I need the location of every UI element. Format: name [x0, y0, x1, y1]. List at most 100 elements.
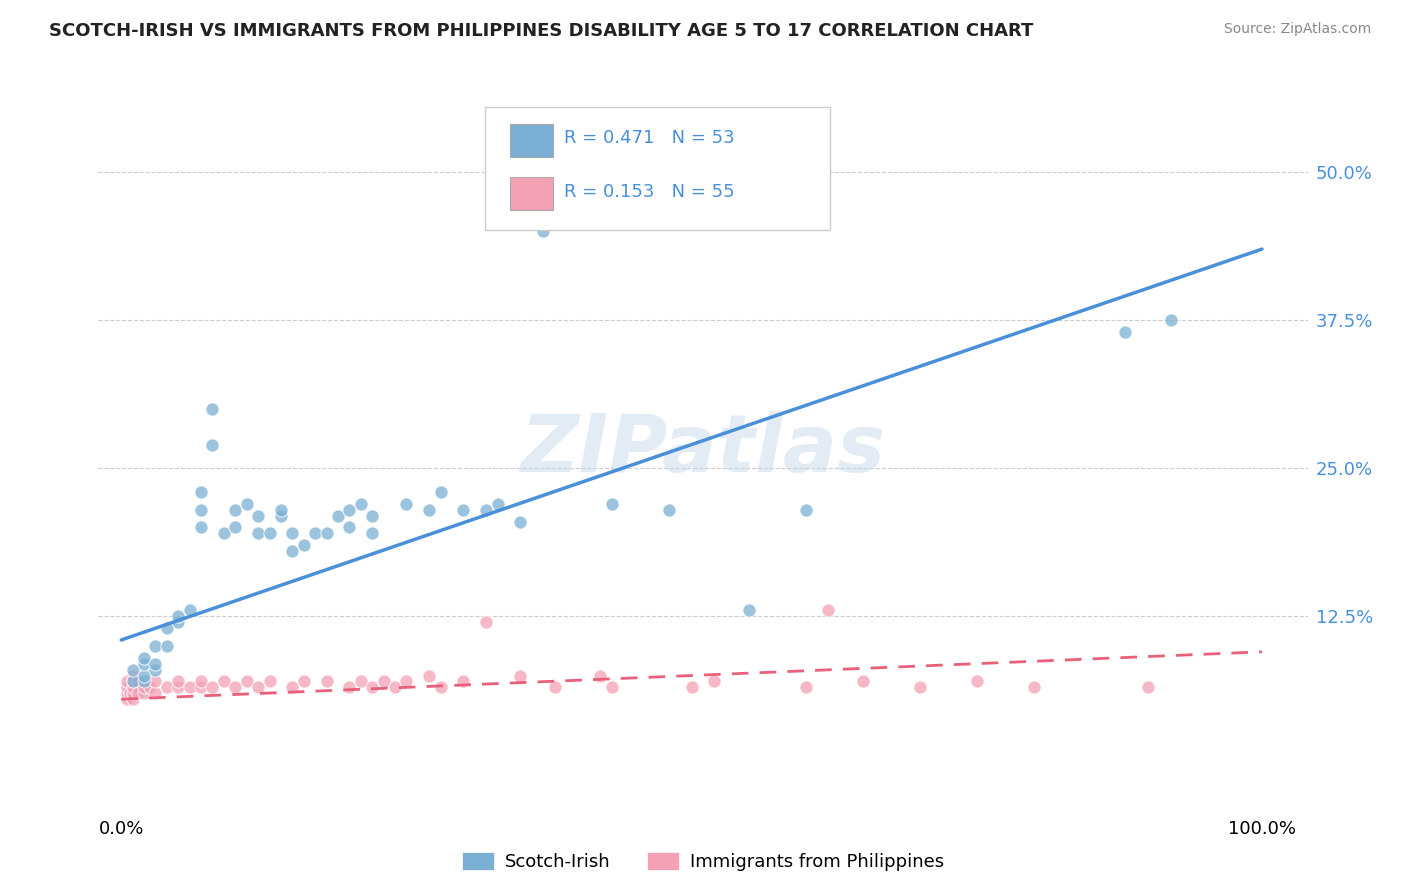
Point: [292, 674, 315, 689]
Point: [373, 674, 395, 689]
Point: [600, 681, 623, 695]
Point: [600, 497, 623, 511]
Point: [224, 681, 246, 695]
Point: [179, 603, 201, 617]
Point: [1114, 325, 1136, 339]
Point: [201, 681, 224, 695]
Point: [418, 668, 440, 682]
Point: [361, 681, 384, 695]
Point: [121, 674, 143, 689]
Text: Source: ZipAtlas.com: Source: ZipAtlas.com: [1223, 22, 1371, 37]
Point: [429, 484, 451, 499]
Point: [115, 686, 138, 700]
Point: [817, 603, 839, 617]
Point: [132, 657, 155, 671]
Point: [1160, 313, 1182, 327]
Point: [132, 668, 155, 682]
Point: [315, 674, 337, 689]
Text: R = 0.471   N = 53: R = 0.471 N = 53: [564, 129, 734, 147]
Point: [127, 674, 149, 689]
Point: [453, 674, 475, 689]
Point: [384, 681, 406, 695]
Point: [315, 526, 337, 541]
Point: [703, 674, 725, 689]
Point: [156, 639, 179, 653]
Point: [190, 681, 212, 695]
Point: [235, 497, 257, 511]
Point: [201, 437, 224, 451]
Text: SCOTCH-IRISH VS IMMIGRANTS FROM PHILIPPINES DISABILITY AGE 5 TO 17 CORRELATION C: SCOTCH-IRISH VS IMMIGRANTS FROM PHILIPPI…: [49, 22, 1033, 40]
Point: [190, 484, 212, 499]
Point: [259, 674, 281, 689]
Point: [658, 502, 681, 516]
Point: [794, 502, 817, 516]
Point: [544, 681, 567, 695]
Point: [326, 508, 349, 523]
Point: [247, 681, 270, 695]
Point: [132, 650, 155, 665]
FancyBboxPatch shape: [485, 107, 830, 230]
Point: [121, 663, 143, 677]
Point: [429, 681, 451, 695]
Point: [361, 526, 384, 541]
Point: [531, 224, 554, 238]
Legend: Scotch-Irish, Immigrants from Philippines: Scotch-Irish, Immigrants from Philippine…: [454, 845, 952, 879]
Point: [224, 502, 246, 516]
Point: [281, 526, 304, 541]
FancyBboxPatch shape: [509, 124, 553, 157]
Point: [247, 508, 270, 523]
Point: [121, 674, 143, 689]
Point: [145, 663, 167, 677]
Point: [156, 621, 179, 635]
Point: [486, 497, 509, 511]
Point: [247, 526, 270, 541]
Point: [270, 502, 292, 516]
Point: [201, 402, 224, 417]
Point: [395, 674, 418, 689]
Point: [190, 674, 212, 689]
Point: [167, 674, 190, 689]
Point: [292, 538, 315, 552]
Point: [281, 544, 304, 558]
Point: [212, 674, 235, 689]
Point: [179, 681, 201, 695]
Point: [167, 609, 190, 624]
Point: [852, 674, 875, 689]
Point: [418, 502, 440, 516]
Point: [235, 674, 257, 689]
Point: [224, 520, 246, 534]
Point: [281, 681, 304, 695]
Point: [1022, 681, 1045, 695]
Point: [212, 526, 235, 541]
Point: [145, 639, 167, 653]
Point: [121, 692, 143, 706]
Point: [475, 502, 498, 516]
Point: [361, 508, 384, 523]
Point: [167, 615, 190, 630]
Point: [475, 615, 498, 630]
Point: [120, 686, 142, 700]
Point: [132, 686, 155, 700]
Point: [190, 520, 212, 534]
Text: ZIPatlas: ZIPatlas: [520, 411, 886, 490]
Point: [509, 668, 531, 682]
Point: [270, 508, 292, 523]
Point: [115, 692, 138, 706]
Point: [139, 681, 162, 695]
Point: [908, 681, 931, 695]
Point: [156, 681, 179, 695]
Point: [145, 674, 167, 689]
Point: [337, 520, 360, 534]
Point: [127, 686, 149, 700]
Point: [509, 515, 531, 529]
Point: [1136, 681, 1159, 695]
Point: [681, 681, 703, 695]
Point: [304, 526, 326, 541]
Point: [453, 502, 475, 516]
Point: [350, 674, 373, 689]
Point: [190, 502, 212, 516]
Text: R = 0.153   N = 55: R = 0.153 N = 55: [564, 183, 734, 201]
Point: [132, 674, 155, 689]
FancyBboxPatch shape: [509, 177, 553, 210]
Point: [794, 681, 817, 695]
